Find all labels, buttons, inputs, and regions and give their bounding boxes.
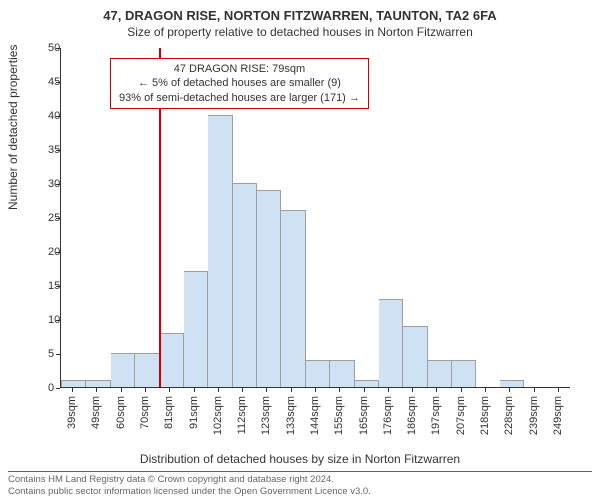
histogram-bar — [500, 380, 524, 387]
x-tick-mark — [121, 388, 122, 392]
x-tick-label: 218sqm — [479, 396, 491, 435]
y-tick-label: 15 — [48, 280, 52, 292]
x-tick-label: 81sqm — [163, 396, 175, 429]
x-tick-mark — [72, 388, 73, 392]
histogram-bar — [61, 380, 86, 387]
x-axis-label: Distribution of detached houses by size … — [0, 452, 600, 466]
x-tick-mark — [558, 388, 559, 392]
histogram-bar — [257, 190, 281, 387]
x-tick-label: 186sqm — [406, 396, 418, 435]
x-tick-label: 239sqm — [528, 396, 540, 435]
y-tick-mark — [56, 354, 60, 355]
histogram-bar — [233, 183, 257, 387]
x-tick-mark — [218, 388, 219, 392]
x-tick-label: 123sqm — [260, 396, 272, 435]
x-tick-label: 70sqm — [139, 396, 151, 429]
x-tick-label: 60sqm — [115, 396, 127, 429]
x-tick-label: 228sqm — [503, 396, 515, 435]
annotation-box: 47 DRAGON RISE: 79sqm ← 5% of detached h… — [110, 58, 369, 109]
histogram-bar — [111, 353, 135, 387]
histogram-bar — [306, 360, 330, 387]
histogram-bar — [135, 353, 159, 387]
histogram-bar — [379, 299, 403, 387]
x-tick-mark — [534, 388, 535, 392]
x-tick-label: 207sqm — [455, 396, 467, 435]
y-tick-mark — [56, 320, 60, 321]
x-tick-mark — [461, 388, 462, 392]
y-tick-mark — [56, 252, 60, 253]
x-tick-mark — [194, 388, 195, 392]
x-tick-mark — [436, 388, 437, 392]
y-tick-label: 30 — [48, 178, 52, 190]
y-tick-label: 10 — [48, 314, 52, 326]
annotation-line3: 93% of semi-detached houses are larger (… — [119, 91, 360, 105]
x-tick-label: 144sqm — [309, 396, 321, 435]
annotation-line2: ← 5% of detached houses are smaller (9) — [119, 76, 360, 90]
y-tick-label: 40 — [48, 110, 52, 122]
x-tick-mark — [266, 388, 267, 392]
x-tick-label: 155sqm — [333, 396, 345, 435]
histogram-bar — [403, 326, 427, 387]
histogram-bar — [355, 380, 379, 387]
x-tick-mark — [364, 388, 365, 392]
footer-line1: Contains HM Land Registry data © Crown c… — [8, 474, 592, 486]
y-tick-label: 20 — [48, 246, 52, 258]
x-tick-label: 197sqm — [430, 396, 442, 435]
x-tick-mark — [169, 388, 170, 392]
y-tick-mark — [56, 48, 60, 49]
x-tick-label: 49sqm — [90, 396, 102, 429]
y-tick-label: 50 — [48, 42, 52, 54]
x-tick-label: 249sqm — [552, 396, 564, 435]
x-tick-label: 165sqm — [358, 396, 370, 435]
x-tick-mark — [509, 388, 510, 392]
y-tick-mark — [56, 116, 60, 117]
histogram-bar — [184, 271, 208, 387]
y-tick-mark — [56, 184, 60, 185]
x-tick-mark — [145, 388, 146, 392]
x-tick-label: 102sqm — [212, 396, 224, 435]
x-tick-mark — [242, 388, 243, 392]
x-tick-mark — [291, 388, 292, 392]
x-tick-mark — [339, 388, 340, 392]
y-tick-label: 25 — [48, 212, 52, 224]
histogram-bar — [160, 333, 184, 387]
histogram-bar — [281, 210, 305, 387]
x-tick-label: 112sqm — [236, 396, 248, 434]
x-tick-mark — [388, 388, 389, 392]
x-tick-label: 133sqm — [285, 396, 297, 435]
x-tick-label: 39sqm — [66, 396, 78, 429]
y-tick-mark — [56, 286, 60, 287]
histogram-bar — [428, 360, 452, 387]
histogram-bar — [208, 115, 232, 387]
y-tick-mark — [56, 218, 60, 219]
y-tick-mark — [56, 82, 60, 83]
footer-line2: Contains public sector information licen… — [8, 486, 592, 498]
x-tick-label: 176sqm — [382, 396, 394, 435]
footer-attribution: Contains HM Land Registry data © Crown c… — [8, 471, 592, 498]
annotation-line1: 47 DRAGON RISE: 79sqm — [119, 62, 360, 76]
y-tick-label: 45 — [48, 76, 52, 88]
y-tick-label: 0 — [48, 382, 52, 394]
chart-title-sub: Size of property relative to detached ho… — [0, 23, 600, 39]
chart-title-main: 47, DRAGON RISE, NORTON FITZWARREN, TAUN… — [0, 0, 600, 23]
histogram-bar — [330, 360, 354, 387]
y-tick-label: 35 — [48, 144, 52, 156]
x-tick-mark — [315, 388, 316, 392]
x-tick-mark — [412, 388, 413, 392]
x-tick-label: 91sqm — [188, 396, 200, 429]
y-tick-label: 5 — [48, 348, 52, 360]
y-tick-mark — [56, 388, 60, 389]
x-tick-mark — [485, 388, 486, 392]
histogram-bar — [452, 360, 476, 387]
histogram-bar — [86, 380, 110, 387]
y-axis-label: Number of detached properties — [6, 45, 20, 210]
y-tick-mark — [56, 150, 60, 151]
x-tick-mark — [96, 388, 97, 392]
